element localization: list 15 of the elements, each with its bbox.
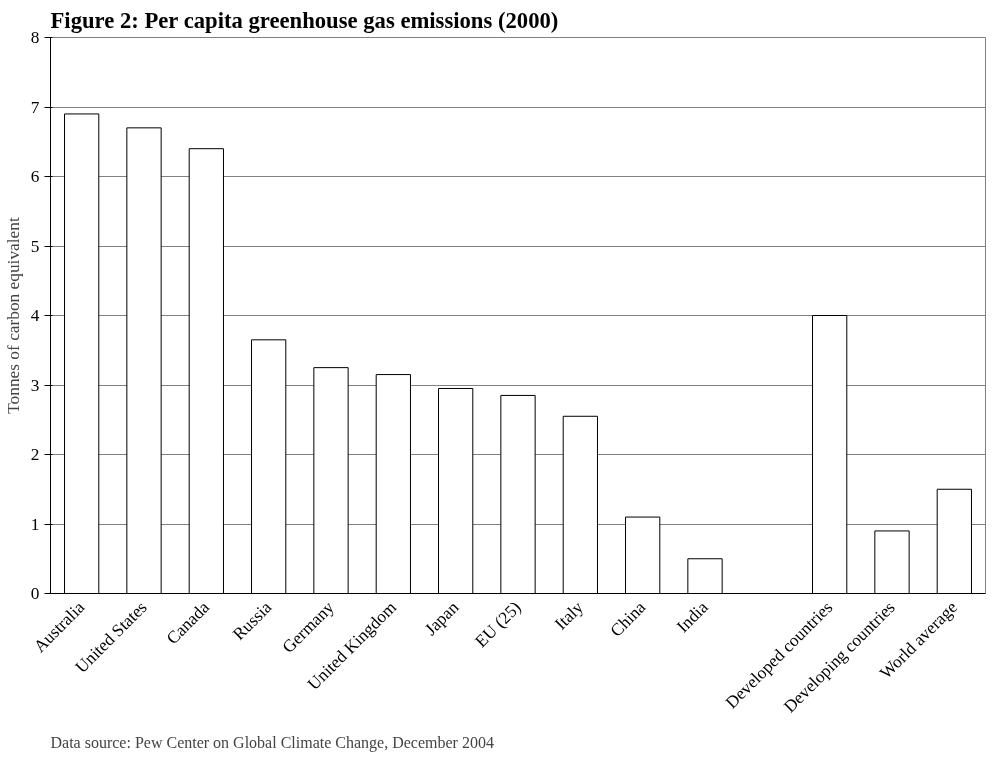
y-tick-label: 6 xyxy=(30,167,40,186)
source-note: Data source: Pew Center on Global Climate Change, December 2004 xyxy=(50,733,494,752)
y-tick-label: 2 xyxy=(30,445,40,464)
y-axis-title: Tonnes of carbon equivalent xyxy=(3,217,23,414)
y-tick-label: 7 xyxy=(30,97,40,117)
y-tick-label: 5 xyxy=(30,236,40,256)
y-tick-label: 4 xyxy=(30,306,40,325)
y-tick-label: 8 xyxy=(30,28,40,47)
chart-title: Figure 2: Per capita greenhouse gas emissions (2000) xyxy=(50,7,559,33)
y-tick-label: 1 xyxy=(30,514,40,534)
x-tick-label: Italy xyxy=(551,597,588,634)
x-tick-label: EU (25) xyxy=(471,597,525,652)
y-tick-label: 0 xyxy=(30,584,40,603)
x-tick-label: India xyxy=(673,597,712,637)
y-tick-label: 3 xyxy=(30,375,40,395)
